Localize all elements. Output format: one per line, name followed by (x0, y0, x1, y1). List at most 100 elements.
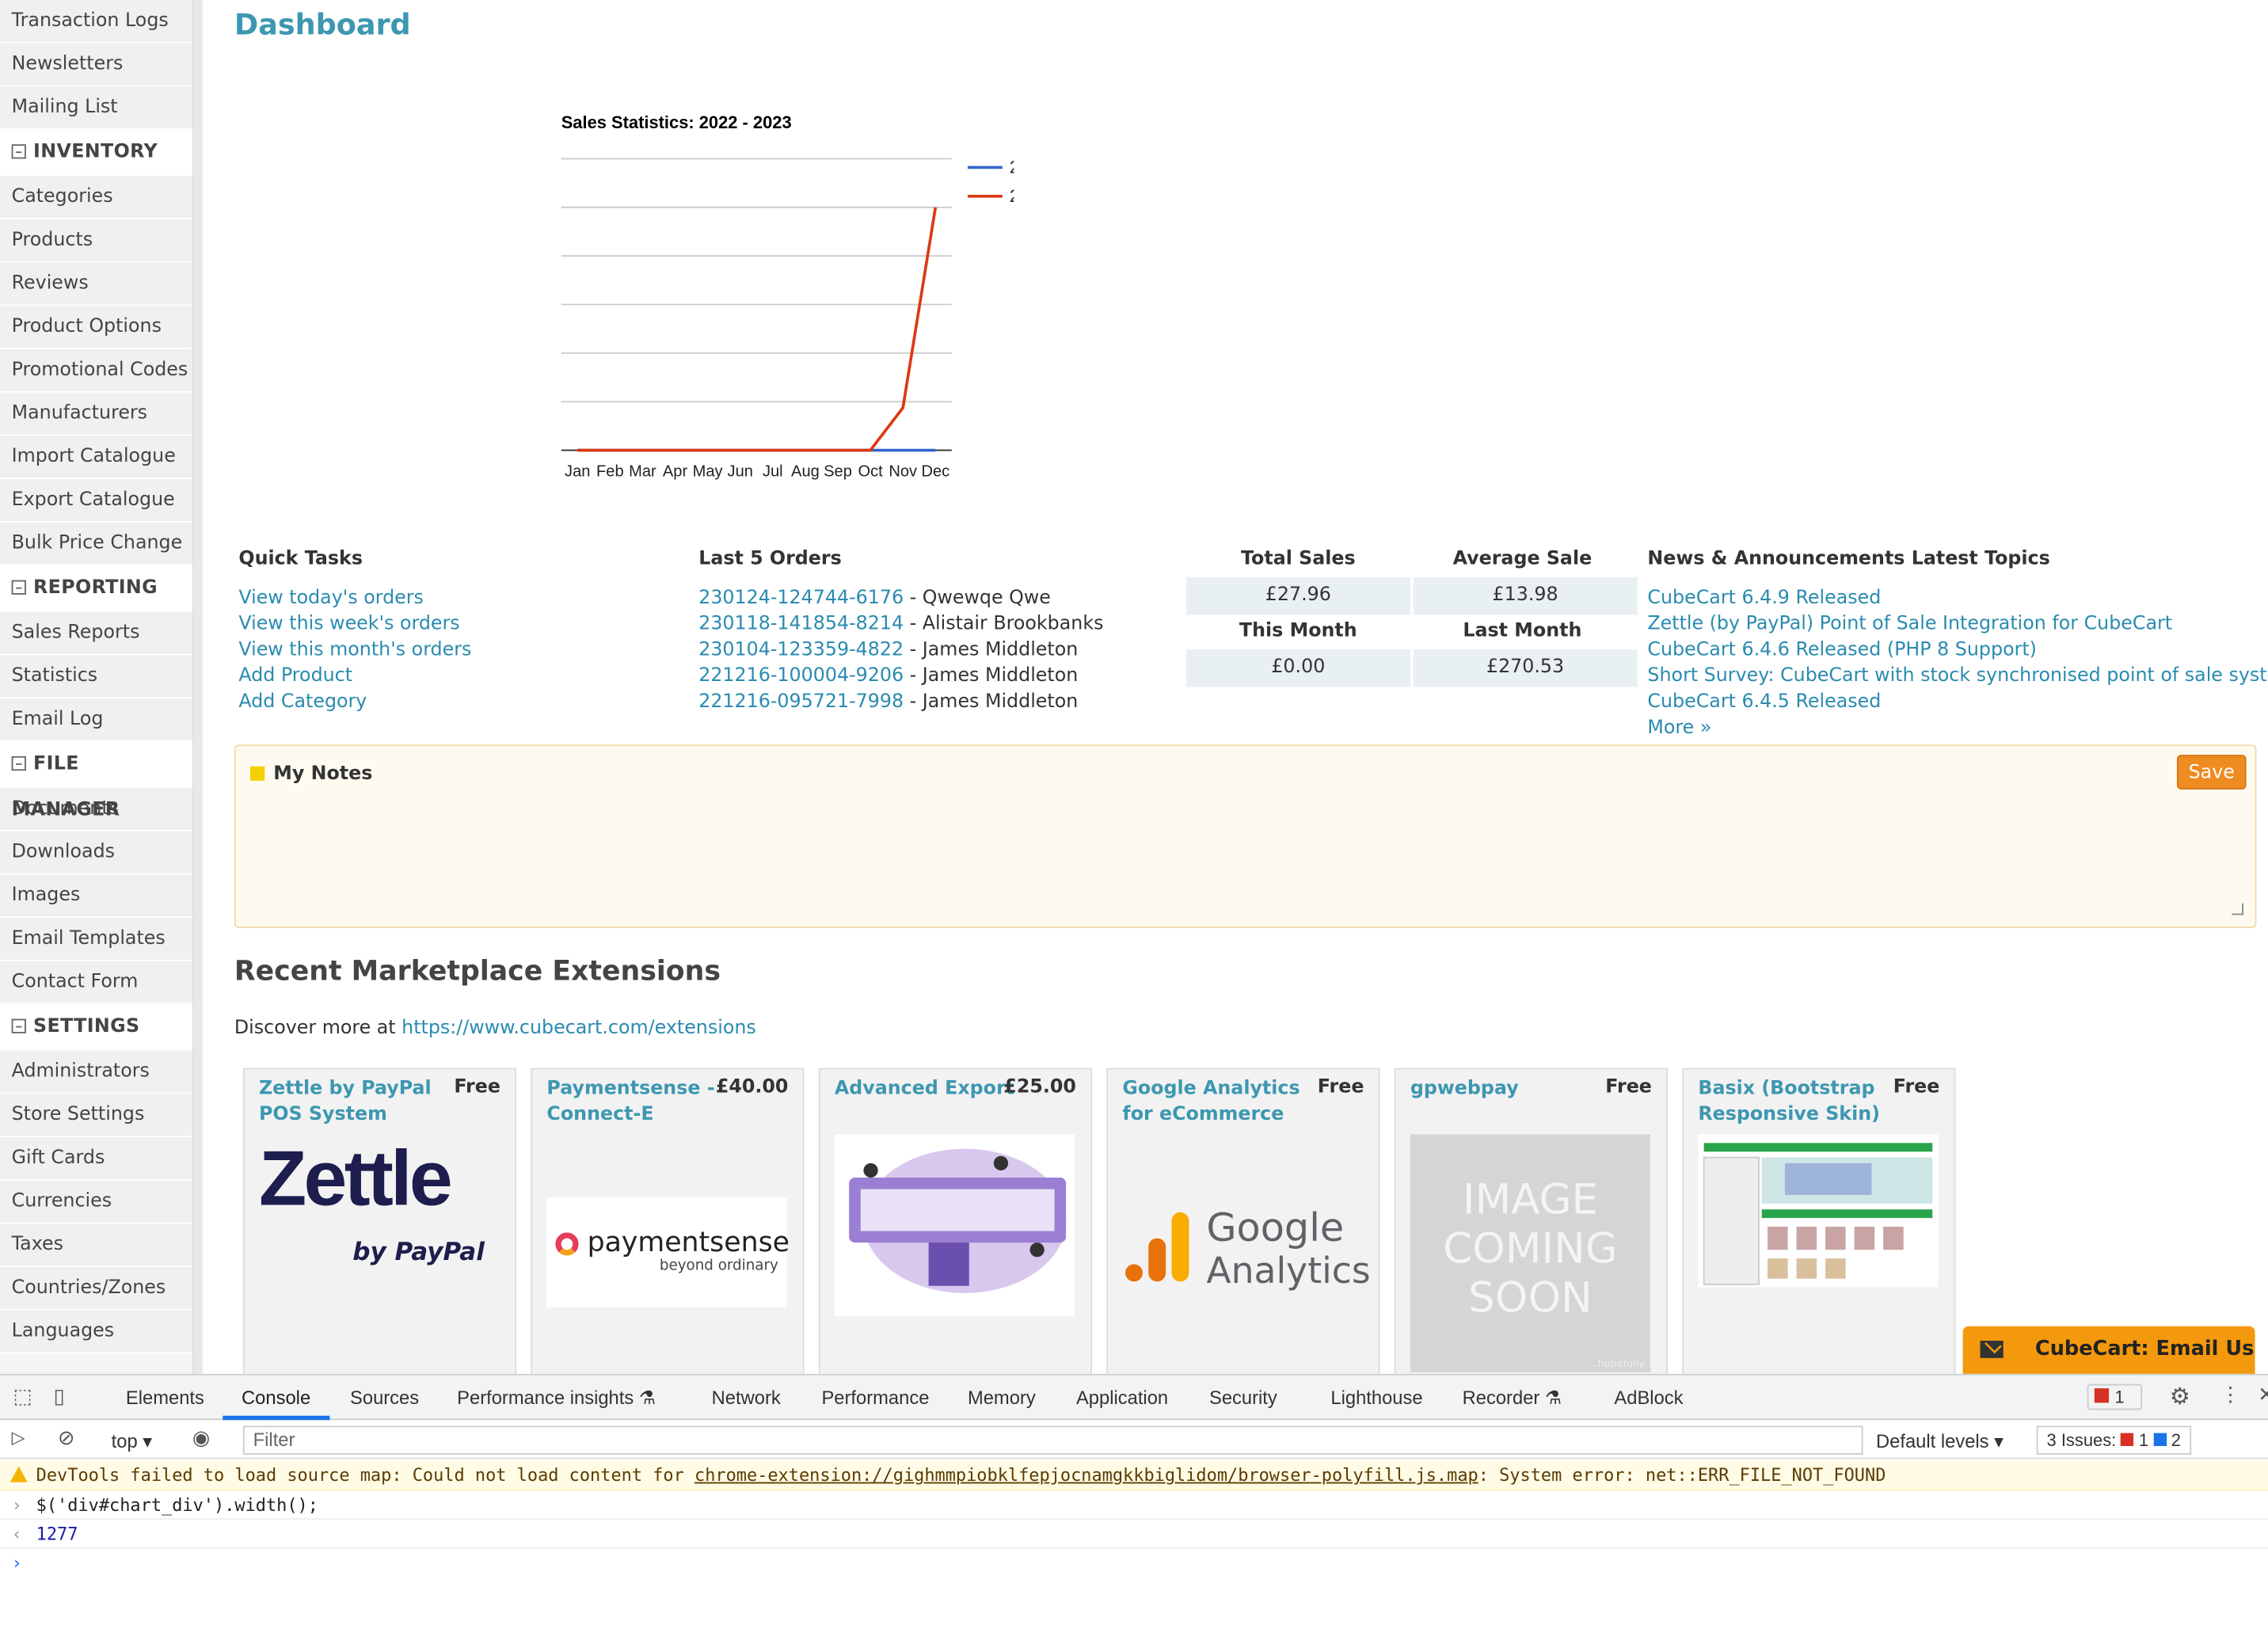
sidebar-item[interactable]: Statistics (0, 655, 192, 699)
sidebar-item[interactable]: Transaction Logs (0, 0, 192, 44)
extension-name[interactable]: Paymentsense - Connect-E (546, 1078, 715, 1126)
news-link[interactable]: CubeCart 6.4.9 Released (1647, 587, 1882, 610)
clear-console-icon[interactable]: ⊘ (58, 1425, 75, 1449)
close-icon[interactable]: ✕ (2258, 1383, 2268, 1407)
order-link[interactable]: 221216-100004-9206 (698, 665, 904, 687)
warning-source-link[interactable]: chrome-extension://gighmmpiobklfepjocnam… (694, 1464, 1478, 1486)
sidebar-item[interactable]: Manufacturers (0, 392, 192, 436)
sidebar-item[interactable]: Categories (0, 176, 192, 220)
sidebar-toggle-icon[interactable]: ▷ (11, 1427, 25, 1448)
tab-security[interactable]: Security (1208, 1387, 1277, 1409)
extensions-link[interactable]: https://www.cubecart.com/extensions (401, 1017, 756, 1040)
tab-network[interactable]: Network (711, 1387, 781, 1409)
extension-card[interactable]: gpwebpay Free IMAGE COMING SOON ...hopef… (1394, 1067, 1668, 1379)
sidebar-item[interactable]: Store Settings (0, 1094, 192, 1138)
tab-application[interactable]: Application (1075, 1387, 1169, 1409)
order-link[interactable]: 230124-124744-6176 (698, 587, 904, 610)
extension-name[interactable]: gpwebpay (1410, 1078, 1519, 1100)
quick-task-today[interactable]: View today's orders (238, 587, 424, 610)
sidebar-item[interactable]: Downloads (0, 831, 192, 875)
news-link[interactable]: CubeCart 6.4.6 Released (PHP 8 Support) (1647, 639, 2037, 661)
order-link[interactable]: 221216-095721-7998 (698, 691, 904, 714)
extension-name[interactable]: Basix (Bootstrap Responsive Skin) (1698, 1078, 1881, 1126)
sidebar-section-header[interactable]: FILE MANAGER (0, 741, 192, 821)
order-link[interactable]: 230104-123359-4822 (698, 639, 904, 661)
x-tick-label: Aug (791, 462, 820, 480)
live-expression-eye-icon[interactable]: ◉ (192, 1425, 211, 1449)
sidebar-item[interactable]: Administrators (0, 1050, 192, 1094)
news-more-link[interactable]: More » (1647, 717, 1712, 740)
extension-name[interactable]: Zettle by PayPal POS System (258, 1078, 432, 1126)
news-link[interactable]: CubeCart 6.4.5 Released (1647, 691, 1882, 714)
tab-performance-insights[interactable]: Performance insights ⚗ (457, 1387, 656, 1409)
order-row: 230104-123359-4822 - James Middleton (698, 639, 1079, 661)
x-tick-label: Mar (629, 462, 656, 480)
sidebar-item[interactable]: Promotional Codes (0, 349, 192, 393)
order-customer: Alistair Brookbanks (922, 613, 1104, 635)
sidebar-section-title: SETTINGS (33, 1015, 140, 1038)
order-link[interactable]: 230118-141854-8214 (698, 613, 904, 635)
sidebar-item[interactable]: Sales Reports (0, 611, 192, 656)
sidebar-item[interactable]: Bulk Price Change (0, 522, 192, 566)
my-notes-panel[interactable]: My Notes Save (234, 744, 2257, 928)
sidebar-item[interactable]: Email Log (0, 698, 192, 742)
sidebar-item[interactable]: Products (0, 219, 192, 263)
tab-performance[interactable]: Performance (821, 1387, 930, 1409)
quick-task-week[interactable]: View this week's orders (238, 613, 460, 635)
tab-recorder[interactable]: Recorder ⚗ (1462, 1387, 1562, 1409)
sidebar-item[interactable]: Email Templates (0, 918, 192, 961)
resize-handle-icon[interactable] (2232, 903, 2243, 915)
sidebar-item[interactable]: Currencies (0, 1180, 192, 1224)
sidebar-section-header[interactable]: INVENTORY (0, 130, 192, 177)
extension-card[interactable]: Google Analytics for eCommerce Free Goog… (1106, 1067, 1380, 1379)
news-link[interactable]: Zettle (by PayPal) Point of Sale Integra… (1647, 613, 2173, 635)
console-prompt[interactable]: › (0, 1548, 2268, 1577)
sidebar-item[interactable]: Reviews (0, 262, 192, 306)
sidebar-section-header[interactable]: SETTINGS (0, 1004, 192, 1051)
console-filter-input[interactable]: Filter (242, 1425, 1863, 1455)
settings-gear-icon[interactable]: ⚙ (2169, 1385, 2190, 1410)
sidebar-scroll-gutter[interactable] (193, 0, 203, 1374)
quick-task-add-category[interactable]: Add Category (238, 691, 367, 714)
error-count-badge[interactable]: 1 (2087, 1383, 2143, 1410)
extension-name[interactable]: Google Analytics for eCommerce (1122, 1078, 1300, 1126)
quick-task-add-product[interactable]: Add Product (238, 665, 353, 687)
issues-button[interactable]: 3 Issues: 1 2 (2036, 1425, 2191, 1455)
extension-card[interactable]: Paymentsense - Connect-E £40.00 payments… (531, 1067, 805, 1379)
tab-elements[interactable]: Elements (125, 1387, 204, 1409)
sidebar-item[interactable]: Languages (0, 1310, 192, 1354)
inspect-element-icon[interactable]: ⬚ (13, 1383, 32, 1407)
sidebar-item[interactable]: Contact Form (0, 961, 192, 1005)
extension-card[interactable]: Advanced Export £25.00 (818, 1067, 1093, 1379)
more-options-icon[interactable]: ⋮ (2220, 1382, 2241, 1406)
extension-card[interactable]: Basix (Bootstrap Responsive Skin) Free (1682, 1067, 1956, 1379)
page-title: Dashboard (234, 7, 411, 42)
sales-chart: Sales Statistics: 2022 - 2023 Jan Feb Mar Ap… (561, 112, 1014, 480)
device-toolbar-icon[interactable]: ▯ (53, 1383, 65, 1407)
email-us-button[interactable]: CubeCart: Email Us (1962, 1326, 2255, 1374)
sidebar-section-header[interactable]: REPORTING (0, 565, 192, 612)
sidebar-item[interactable]: Import Catalogue (0, 436, 192, 480)
devtools-tabbar: ⬚ ▯ Elements Console Sources Performance… (0, 1375, 2268, 1421)
save-notes-button[interactable]: Save (2176, 755, 2247, 790)
quick-task-month[interactable]: View this month's orders (238, 639, 472, 661)
sidebar-item[interactable]: Newsletters (0, 43, 192, 87)
sidebar-item[interactable]: Documents (0, 788, 192, 832)
sidebar-item[interactable]: Mailing List (0, 86, 192, 131)
extension-name[interactable]: Advanced Export (834, 1078, 1015, 1100)
log-levels-dropdown[interactable]: Default levels ▾ (1876, 1429, 2004, 1452)
tab-memory[interactable]: Memory (967, 1387, 1036, 1409)
sidebar-item[interactable]: Images (0, 874, 192, 919)
news-link[interactable]: Short Survey: CubeCart with stock synchr… (1647, 665, 2268, 687)
sidebar-item[interactable]: Taxes (0, 1224, 192, 1268)
tab-adblock[interactable]: AdBlock (1614, 1387, 1684, 1409)
tab-lighthouse[interactable]: Lighthouse (1330, 1387, 1423, 1409)
sidebar-item[interactable]: Countries/Zones (0, 1267, 192, 1311)
sidebar-item[interactable]: Product Options (0, 306, 192, 350)
sidebar-item[interactable]: Export Catalogue (0, 479, 192, 523)
tab-sources[interactable]: Sources (350, 1387, 420, 1409)
extension-card[interactable]: Zettle by PayPal POS System Free Zettle … (242, 1067, 517, 1379)
tab-console[interactable]: Console (242, 1387, 311, 1409)
sidebar-item[interactable]: Gift Cards (0, 1137, 192, 1181)
context-selector[interactable]: top ▾ (111, 1429, 153, 1452)
